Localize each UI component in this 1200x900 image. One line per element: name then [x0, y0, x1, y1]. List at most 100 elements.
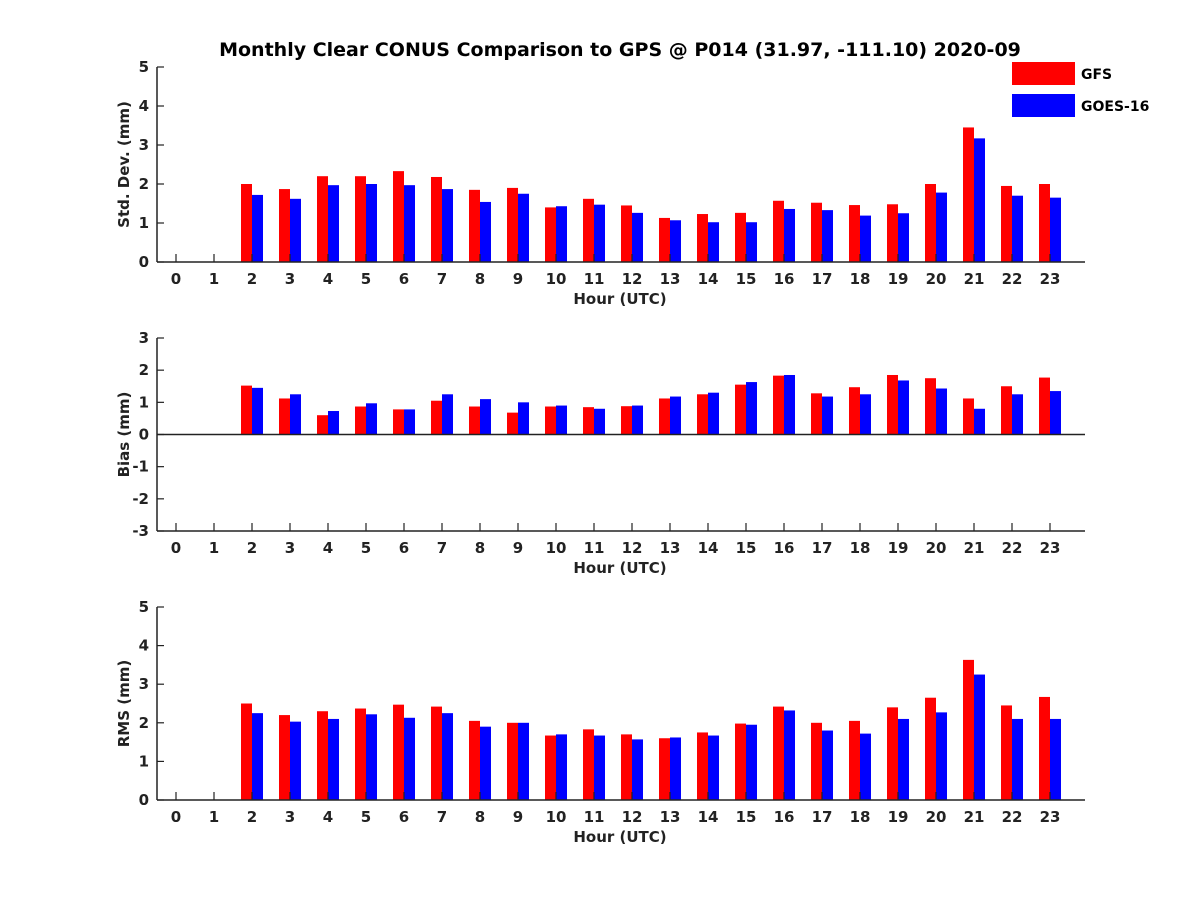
bar-goes-16-hour-12 — [632, 212, 643, 262]
bar-goes-16-hour-19 — [898, 718, 909, 800]
x-tick-label: 16 — [774, 270, 795, 288]
x-tick-label: 22 — [1002, 270, 1023, 288]
x-tick-label: 8 — [475, 270, 485, 288]
x-tick-label: 6 — [399, 808, 409, 826]
bar-goes-16-hour-15 — [746, 222, 757, 262]
bar-gfs-hour-5 — [355, 176, 366, 262]
x-tick-label: 6 — [399, 539, 409, 557]
y-tick-label: 0 — [139, 426, 149, 444]
x-tick-label: 7 — [437, 270, 447, 288]
bar-goes-16-hour-21 — [974, 674, 985, 800]
x-tick-label: 18 — [850, 808, 871, 826]
x-tick-label: 3 — [285, 539, 295, 557]
x-tick-label: 8 — [475, 539, 485, 557]
x-tick-label: 23 — [1040, 539, 1061, 557]
bar-gfs-hour-17 — [811, 202, 822, 262]
y-tick-label: 1 — [139, 214, 149, 232]
x-tick-label: 15 — [736, 808, 757, 826]
bar-gfs-hour-13 — [659, 398, 670, 435]
bar-gfs-hour-20 — [925, 697, 936, 800]
x-tick-label: 21 — [964, 539, 985, 557]
bar-gfs-hour-3 — [279, 715, 290, 800]
bar-goes-16-hour-19 — [898, 380, 909, 435]
bar-goes-16-hour-11 — [594, 204, 605, 262]
x-tick-label: 11 — [584, 539, 605, 557]
x-tick-label: 16 — [774, 808, 795, 826]
bar-goes-16-hour-2 — [252, 194, 263, 262]
bar-goes-16-hour-8 — [480, 399, 491, 435]
bar-gfs-hour-9 — [507, 722, 518, 800]
bar-gfs-hour-21 — [963, 127, 974, 262]
bar-gfs-hour-18 — [849, 205, 860, 262]
x-tick-label: 4 — [323, 808, 333, 826]
x-axis-label: Hour (UTC) — [573, 559, 666, 577]
bar-goes-16-hour-7 — [442, 189, 453, 262]
bar-gfs-hour-17 — [811, 722, 822, 800]
bar-gfs-hour-4 — [317, 176, 328, 262]
bar-gfs-hour-21 — [963, 398, 974, 435]
bar-goes-16-hour-17 — [822, 396, 833, 435]
bar-goes-16-hour-7 — [442, 394, 453, 435]
bar-goes-16-hour-10 — [556, 734, 567, 800]
x-tick-label: 19 — [888, 539, 909, 557]
bar-gfs-hour-3 — [279, 189, 290, 262]
bar-goes-16-hour-21 — [974, 408, 985, 435]
y-tick-label: 1 — [139, 393, 149, 411]
bar-gfs-hour-8 — [469, 720, 480, 800]
x-tick-label: 5 — [361, 270, 371, 288]
x-tick-label: 1 — [209, 808, 219, 826]
legend-swatch-gfs — [1012, 62, 1075, 85]
x-tick-label: 12 — [622, 539, 643, 557]
x-tick-label: 18 — [850, 539, 871, 557]
x-tick-label: 18 — [850, 270, 871, 288]
x-tick-label: 5 — [361, 539, 371, 557]
bar-gfs-hour-10 — [545, 406, 556, 435]
y-tick-label: 1 — [139, 752, 149, 770]
bar-goes-16-hour-17 — [822, 730, 833, 800]
x-tick-label: 11 — [584, 270, 605, 288]
x-tick-label: 10 — [546, 808, 567, 826]
x-tick-label: 20 — [926, 270, 947, 288]
bar-goes-16-hour-2 — [252, 387, 263, 435]
bar-gfs-hour-21 — [963, 659, 974, 800]
y-axis-label: Std. Dev. (mm) — [115, 101, 133, 228]
x-tick-label: 10 — [546, 270, 567, 288]
x-tick-label: 22 — [1002, 808, 1023, 826]
x-tick-label: 7 — [437, 808, 447, 826]
bar-gfs-hour-20 — [925, 184, 936, 262]
x-tick-label: 12 — [622, 808, 643, 826]
bar-goes-16-hour-10 — [556, 206, 567, 262]
x-tick-label: 9 — [513, 539, 523, 557]
legend: GFS GOES-16 — [1012, 62, 1149, 117]
x-tick-label: 0 — [171, 539, 181, 557]
y-tick-label: 5 — [139, 598, 149, 616]
bar-gfs-hour-14 — [697, 394, 708, 435]
bar-goes-16-hour-22 — [1012, 718, 1023, 800]
bar-goes-16-hour-6 — [404, 409, 415, 435]
bar-gfs-hour-11 — [583, 198, 594, 262]
bar-gfs-hour-16 — [773, 706, 784, 800]
bar-gfs-hour-22 — [1001, 185, 1012, 262]
bar-goes-16-hour-4 — [328, 411, 339, 435]
bar-gfs-hour-16 — [773, 375, 784, 435]
legend-swatch-goes-16 — [1012, 94, 1075, 117]
x-tick-label: 5 — [361, 808, 371, 826]
bar-goes-16-hour-13 — [670, 396, 681, 435]
x-tick-label: 13 — [660, 270, 681, 288]
bar-gfs-hour-16 — [773, 200, 784, 262]
bar-goes-16-hour-14 — [708, 222, 719, 262]
y-tick-label: 3 — [139, 329, 149, 347]
bar-gfs-hour-14 — [697, 214, 708, 262]
x-tick-label: 19 — [888, 808, 909, 826]
bar-goes-16-hour-22 — [1012, 195, 1023, 262]
bar-gfs-hour-18 — [849, 387, 860, 435]
y-tick-label: 4 — [139, 637, 149, 655]
x-tick-label: 12 — [622, 270, 643, 288]
bar-goes-16-hour-15 — [746, 382, 757, 435]
bar-goes-16-hour-13 — [670, 220, 681, 262]
legend-label-goes-16: GOES-16 — [1081, 99, 1149, 115]
